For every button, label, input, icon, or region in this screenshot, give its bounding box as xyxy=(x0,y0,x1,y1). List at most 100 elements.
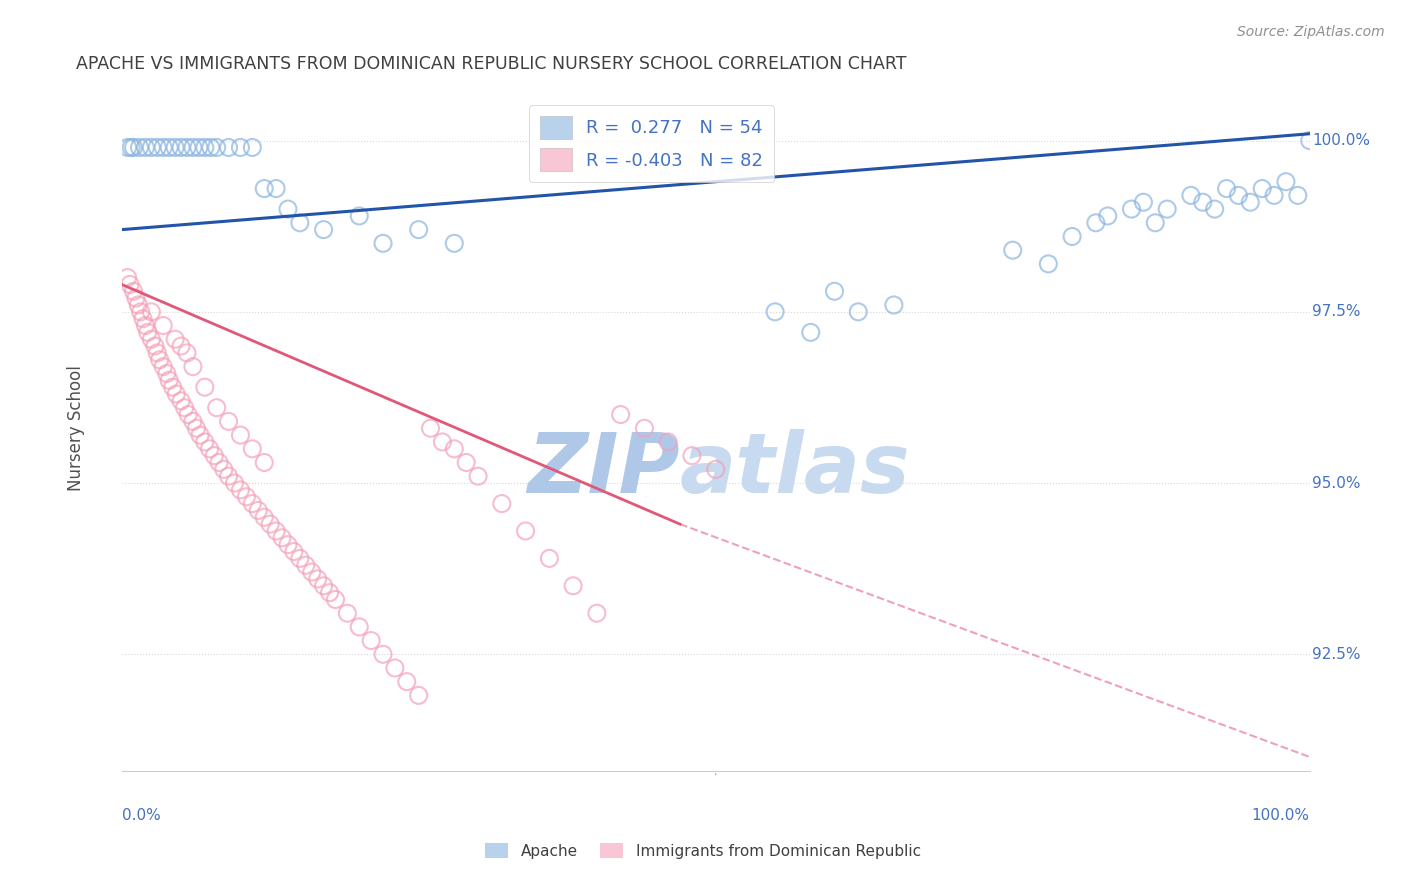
Point xyxy=(143,339,166,353)
Point xyxy=(301,565,323,579)
Point xyxy=(134,318,156,333)
Point xyxy=(205,140,228,154)
Point xyxy=(229,428,252,442)
Text: 95.0%: 95.0% xyxy=(1312,475,1361,491)
Point xyxy=(194,140,217,154)
Point xyxy=(165,387,187,401)
Point xyxy=(229,483,252,497)
Point xyxy=(125,291,148,305)
Point xyxy=(117,140,139,154)
Point xyxy=(170,140,193,154)
Point xyxy=(170,339,193,353)
Point xyxy=(681,449,703,463)
Point xyxy=(277,538,299,552)
Point xyxy=(200,140,222,154)
Point xyxy=(318,585,340,599)
Text: 100.0%: 100.0% xyxy=(1312,133,1369,148)
Point xyxy=(288,216,311,230)
Text: 97.5%: 97.5% xyxy=(1312,304,1361,319)
Point xyxy=(288,551,311,566)
Text: 0.0%: 0.0% xyxy=(122,808,160,823)
Point xyxy=(336,606,359,620)
Point xyxy=(1263,188,1285,202)
Point xyxy=(122,285,145,299)
Point xyxy=(176,140,198,154)
Point xyxy=(264,181,287,195)
Point xyxy=(1097,209,1119,223)
Point xyxy=(371,236,394,251)
Point xyxy=(156,367,179,381)
Point xyxy=(408,689,430,703)
Text: 100.0%: 100.0% xyxy=(1251,808,1310,823)
Point xyxy=(181,414,204,428)
Legend: R =  0.277   N = 54, R = -0.403   N = 82: R = 0.277 N = 54, R = -0.403 N = 82 xyxy=(529,105,775,182)
Point xyxy=(562,579,585,593)
Point xyxy=(325,592,347,607)
Point xyxy=(259,517,281,532)
Point xyxy=(235,490,257,504)
Point xyxy=(824,285,846,299)
Point xyxy=(307,572,329,586)
Point xyxy=(177,408,200,422)
Point xyxy=(264,524,287,538)
Point xyxy=(586,606,609,620)
Point xyxy=(188,428,211,442)
Point xyxy=(800,326,823,340)
Point xyxy=(141,305,163,319)
Point xyxy=(120,140,142,154)
Point xyxy=(165,332,187,346)
Point xyxy=(1084,216,1107,230)
Point xyxy=(202,449,225,463)
Point xyxy=(141,332,163,346)
Point xyxy=(515,524,537,538)
Point xyxy=(218,414,240,428)
Point xyxy=(456,455,478,469)
Point xyxy=(152,359,174,374)
Point xyxy=(118,277,141,292)
Point xyxy=(1204,202,1226,216)
Point xyxy=(224,476,246,491)
Point xyxy=(467,469,489,483)
Point xyxy=(1180,188,1202,202)
Point xyxy=(883,298,905,312)
Point xyxy=(1062,229,1084,244)
Point xyxy=(1215,181,1237,195)
Point xyxy=(349,620,371,634)
Point xyxy=(1275,175,1298,189)
Point xyxy=(173,401,195,415)
Point xyxy=(146,140,169,154)
Point xyxy=(205,401,228,415)
Point xyxy=(186,421,208,435)
Point xyxy=(1299,134,1322,148)
Point xyxy=(1038,257,1060,271)
Point xyxy=(240,140,263,154)
Point xyxy=(128,140,150,154)
Point xyxy=(1286,188,1309,202)
Point xyxy=(198,442,221,456)
Point xyxy=(170,393,193,408)
Text: atlas: atlas xyxy=(681,429,911,510)
Point xyxy=(1239,195,1261,210)
Point xyxy=(187,140,209,154)
Point xyxy=(294,558,316,573)
Point xyxy=(395,674,418,689)
Point xyxy=(208,455,231,469)
Point xyxy=(283,544,305,558)
Point xyxy=(538,551,561,566)
Point xyxy=(1001,243,1024,257)
Point xyxy=(443,236,465,251)
Point xyxy=(371,647,394,661)
Point xyxy=(141,140,163,154)
Text: Source: ZipAtlas.com: Source: ZipAtlas.com xyxy=(1237,25,1385,39)
Point xyxy=(229,140,252,154)
Point xyxy=(419,421,441,435)
Point xyxy=(633,421,655,435)
Point xyxy=(846,305,869,319)
Point xyxy=(253,510,276,524)
Point xyxy=(271,531,294,545)
Point xyxy=(1227,188,1250,202)
Point xyxy=(152,140,174,154)
Point xyxy=(1121,202,1143,216)
Point xyxy=(253,455,276,469)
Point xyxy=(127,298,149,312)
